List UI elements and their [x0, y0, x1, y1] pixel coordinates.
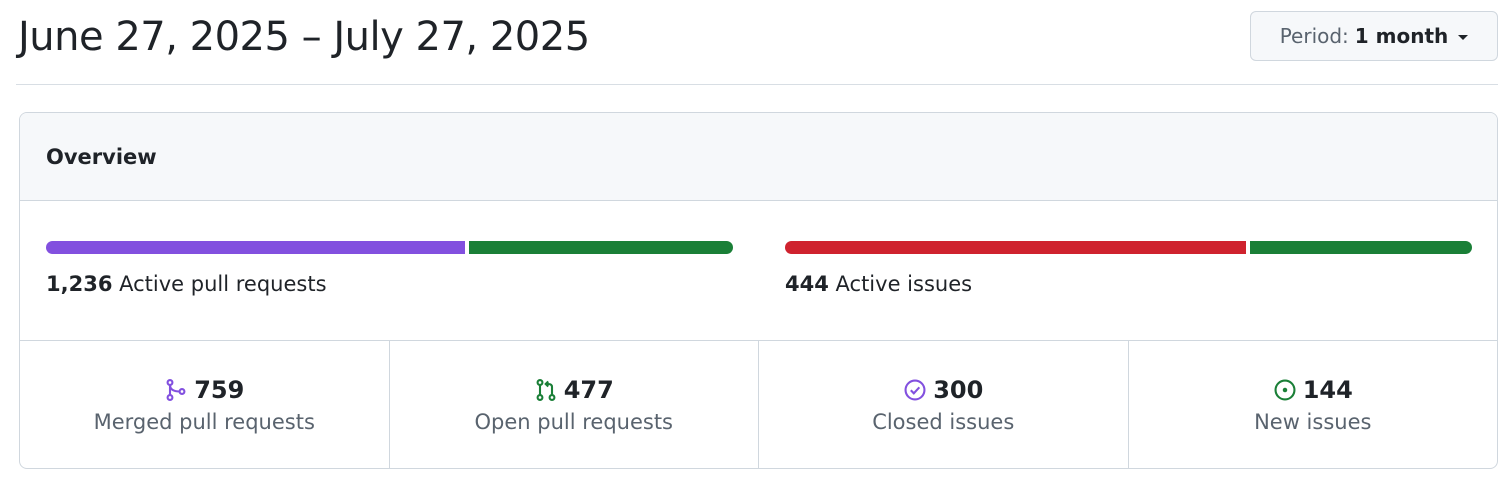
active-issues-summary[interactable]: 444 Active issues	[785, 241, 1472, 296]
merged-pull-requests-count: 759	[194, 376, 245, 404]
new-issues-stat[interactable]: 144 New issues	[1129, 341, 1498, 468]
issue-closed-icon	[904, 379, 926, 401]
open-pull-requests-stat[interactable]: 477 Open pull requests	[390, 341, 759, 468]
overview-title: Overview	[46, 144, 157, 169]
closed-issues-segment	[785, 241, 1247, 254]
active-issues-text: 444 Active issues	[785, 272, 1472, 296]
period-value: 1 month	[1354, 24, 1449, 48]
issue-opened-icon	[1274, 379, 1296, 401]
period-select-button[interactable]: Period: 1 month	[1250, 11, 1498, 61]
new-issues-label: New issues	[1254, 410, 1372, 434]
overview-box: Overview 1,236 Active pull requests 444 …	[19, 112, 1498, 469]
overview-stats: 759 Merged pull requests 477 Open pull r…	[20, 341, 1498, 468]
new-issues-segment	[1250, 241, 1472, 254]
merged-pull-requests-label: Merged pull requests	[93, 410, 315, 434]
git-pull-request-icon	[536, 379, 556, 401]
open-pull-requests-label: Open pull requests	[474, 410, 673, 434]
active-pull-requests-count: 1,236	[46, 272, 113, 296]
date-range-title: June 27, 2025 – July 27, 2025	[18, 14, 590, 60]
overview-header: Overview	[20, 113, 1497, 201]
active-pull-requests-summary[interactable]: 1,236 Active pull requests	[46, 241, 733, 296]
open-pull-requests-count: 477	[563, 376, 614, 404]
new-issues-count: 144	[1302, 376, 1353, 404]
git-merge-icon	[166, 379, 186, 401]
active-pull-requests-label: Active pull requests	[119, 272, 327, 296]
pull-requests-ratio-bar	[46, 241, 733, 254]
closed-issues-count: 300	[933, 376, 984, 404]
closed-issues-label: Closed issues	[872, 410, 1015, 434]
active-issues-label: Active issues	[835, 272, 973, 296]
merged-pull-requests-segment	[46, 241, 466, 254]
issues-ratio-bar	[785, 241, 1472, 254]
pulse-header: June 27, 2025 – July 27, 2025 Period: 1 …	[16, 0, 1498, 85]
closed-issues-stat[interactable]: 300 Closed issues	[759, 341, 1129, 468]
open-pull-requests-segment	[469, 241, 733, 254]
merged-pull-requests-stat[interactable]: 759 Merged pull requests	[20, 341, 390, 468]
overview-summary: 1,236 Active pull requests 444 Active is…	[20, 201, 1497, 341]
caret-down-icon	[1458, 34, 1469, 40]
active-issues-count: 444	[785, 272, 829, 296]
period-prefix-label: Period:	[1279, 24, 1349, 48]
active-pull-requests-text: 1,236 Active pull requests	[46, 272, 733, 296]
